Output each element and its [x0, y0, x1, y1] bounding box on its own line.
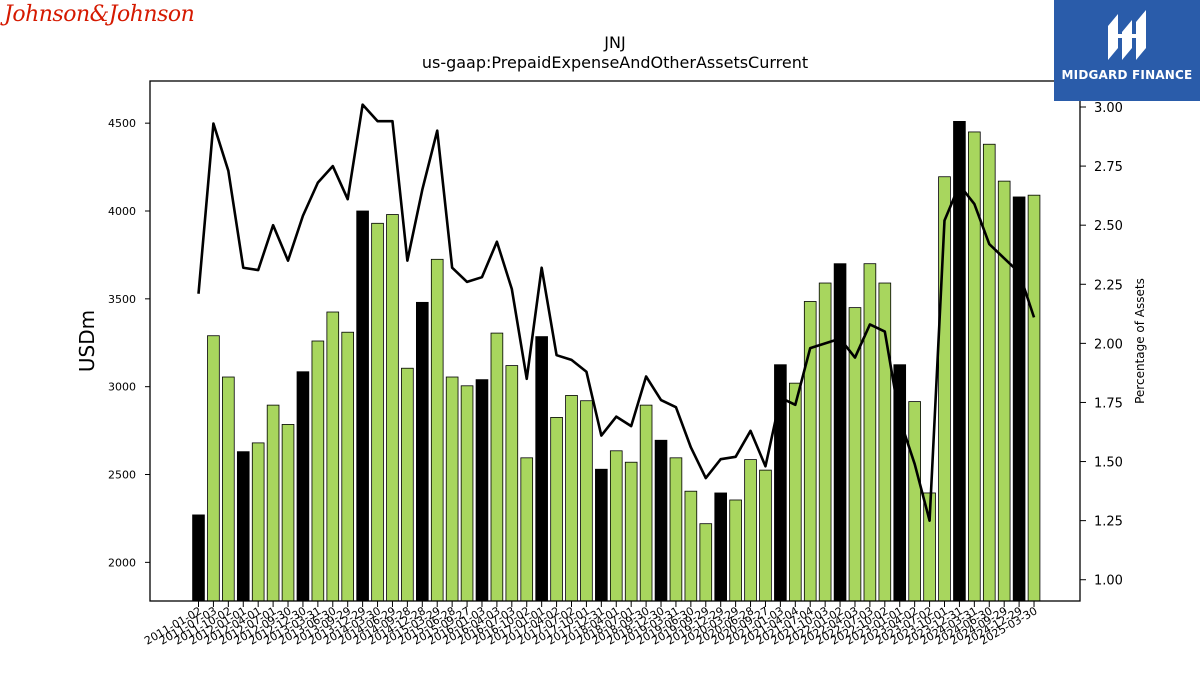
y2-tick-label: 2.00 [1094, 337, 1123, 352]
bar-2019-09-29 [699, 523, 713, 602]
bar-2017-04-02 [550, 417, 563, 602]
bar-2021-10-03 [818, 282, 832, 602]
bar-2018-09-30 [639, 404, 653, 602]
midgard-finance-badge: MIDGARD FINANCE [1054, 0, 1200, 101]
bar-2019-03-31 [669, 457, 683, 602]
bar-2014-03-30 [371, 222, 384, 602]
x-axis: 2011-01-022011-07-032011-10-022012-01-01… [142, 601, 1040, 648]
badge-text: MIDGARD FINANCE [1061, 68, 1193, 82]
bar-2014-06-29 [386, 214, 399, 602]
bar-2024-09-29 [997, 180, 1011, 602]
y-tick-label: 2000 [108, 556, 136, 569]
bar-2018-04-01 [609, 450, 623, 602]
y2-tick-label: 3.00 [1094, 101, 1123, 116]
plot-frame [149, 80, 1081, 602]
bar-2014-12-28 [415, 301, 429, 602]
bar-2020-06-28 [744, 459, 757, 602]
bar-2013-06-30 [326, 311, 340, 602]
bar-2022-07-03 [863, 263, 877, 602]
bar-2021-04-04 [789, 382, 802, 602]
bar-2014-09-28 [401, 367, 414, 602]
y-tick-label: 3000 [108, 381, 136, 394]
line-group [197, 103, 1036, 522]
bar-2013-03-31 [311, 340, 325, 602]
y-tick-label: 3500 [108, 293, 136, 306]
bar-2024-12-29 [1012, 196, 1026, 602]
percentage-line [197, 103, 1036, 522]
bar-2011-10-02 [222, 376, 235, 602]
chart-subtitle: us-gaap:PrepaidExpenseAndOtherAssetsCurr… [421, 53, 809, 72]
y2-tick-label: 2.75 [1094, 160, 1123, 175]
bar-2016-10-02 [520, 457, 534, 602]
bar-2013-12-29 [356, 210, 369, 602]
bar-2017-01-01 [535, 336, 548, 602]
y2-tick-label: 1.50 [1094, 456, 1123, 471]
bar-2022-01-02 [833, 263, 847, 602]
bar-2012-04-01 [251, 442, 265, 602]
bar-2020-03-29 [729, 499, 742, 602]
y2-axis-label: Percentage of Assets [1133, 278, 1147, 404]
y-axis-label: USDm [75, 310, 99, 372]
bar-2013-09-29 [341, 331, 354, 602]
y2-tick-label: 1.25 [1094, 515, 1123, 530]
bar-2012-01-01 [236, 451, 250, 602]
johnson-and-johnson-logo: Johnson&Johnson [4, 2, 195, 27]
y-tick-label: 2500 [108, 469, 136, 482]
bar-2019-06-30 [684, 490, 698, 602]
bar-2016-01-03 [475, 379, 489, 602]
bar-2018-07-01 [624, 461, 638, 602]
bar-2020-09-27 [759, 469, 772, 602]
bar-2025-03-30 [1027, 194, 1041, 602]
bar-2023-04-02 [908, 401, 921, 602]
y-axis: 2000 2500 3000 3500 4000 4500 [108, 117, 150, 569]
bar-2015-03-29 [430, 258, 444, 602]
bar-2018-12-30 [654, 439, 668, 602]
y2-tick-label: 2.25 [1094, 278, 1123, 293]
bar-2016-04-03 [490, 332, 504, 602]
y2-tick-label: 1.00 [1094, 574, 1123, 589]
y2-tick-label: 2.50 [1094, 219, 1123, 234]
y2-axis: 1.00 1.25 1.50 1.75 2.00 2.25 2.50 2.75 3.00 [1080, 101, 1123, 589]
bar-2015-06-28 [445, 376, 459, 602]
bar-2012-07-01 [266, 404, 280, 602]
y-tick-label: 4000 [108, 205, 136, 218]
bar-2019-12-29 [714, 492, 727, 602]
bar-2017-07-02 [565, 395, 578, 602]
bar-2011-07-03 [207, 335, 220, 602]
bar-2012-09-30 [281, 424, 295, 602]
bar-2012-12-30 [296, 371, 310, 602]
midgard-logo-icon [1108, 10, 1146, 60]
bar-2016-07-03 [505, 365, 519, 602]
bar-2017-10-01 [580, 400, 593, 602]
bar-group [192, 121, 1041, 602]
chart-title: JNJ [604, 33, 626, 52]
bar-2011-01-02 [192, 514, 205, 602]
y2-tick-label: 1.75 [1094, 396, 1123, 411]
bar-2017-12-31 [595, 468, 608, 602]
bar-2024-06-30 [982, 143, 996, 602]
bar-2015-09-27 [460, 385, 474, 602]
y-tick-label: 4500 [108, 117, 136, 130]
